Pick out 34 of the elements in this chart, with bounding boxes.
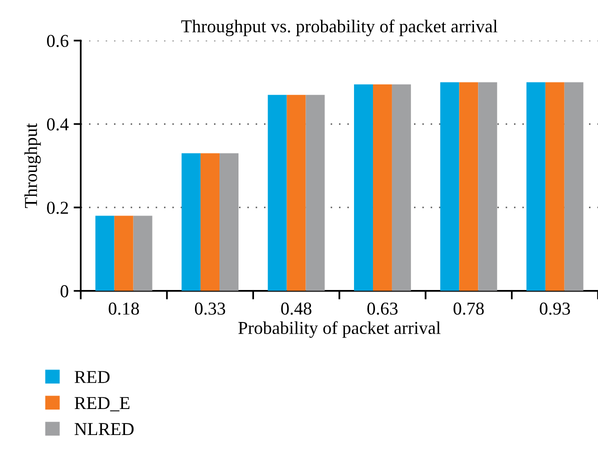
legend-label: NLRED xyxy=(74,423,134,436)
bar xyxy=(133,216,152,291)
y-tick-label: 0.2 xyxy=(47,202,68,214)
bar xyxy=(182,153,201,291)
y-axis-title: Throughput xyxy=(24,123,41,208)
legend-label: RED xyxy=(74,371,110,383)
x-axis-title: Probability of packet arrival xyxy=(238,321,441,338)
legend-label: RED_E xyxy=(74,397,130,412)
bar xyxy=(392,84,411,291)
x-tick-label: 0.93 xyxy=(540,302,570,315)
x-tick-label: 0.48 xyxy=(281,302,312,315)
bar xyxy=(114,216,134,291)
x-tick-label: 0.78 xyxy=(454,302,484,315)
bar xyxy=(459,82,478,291)
bar xyxy=(564,82,584,291)
x-tick-label: 0.63 xyxy=(367,302,398,315)
bar xyxy=(286,94,306,291)
bar xyxy=(545,82,564,291)
bar xyxy=(440,82,460,291)
y-tick-label: 0.6 xyxy=(47,34,68,48)
bar xyxy=(95,216,114,291)
bar xyxy=(354,84,373,291)
chart-title: Throughput vs. probability of packet arrival xyxy=(181,20,498,36)
bar xyxy=(220,153,238,291)
bar xyxy=(372,84,392,291)
y-tick-label: 0 xyxy=(60,285,68,298)
x-tick-label: 0.18 xyxy=(108,302,139,315)
bar xyxy=(200,153,220,291)
bar xyxy=(526,82,546,291)
x-tick-label: 0.33 xyxy=(194,302,226,315)
bar xyxy=(478,82,498,291)
y-tick-label: 0.4 xyxy=(47,118,69,131)
bar xyxy=(306,94,325,291)
bar xyxy=(268,94,287,291)
